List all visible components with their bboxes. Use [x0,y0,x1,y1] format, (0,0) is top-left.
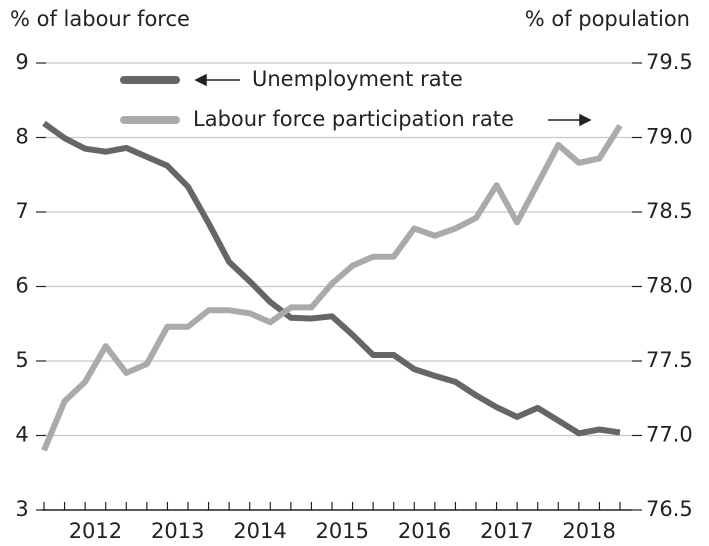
y-tick-label: 8 [15,125,28,149]
y2-tick-label: 76.5 [646,497,693,521]
y2-axis-label: % of population [525,7,690,31]
y2-tick-label: 77.0 [646,423,693,447]
series-line [42,120,621,437]
x-tick-label: 2016 [398,519,451,543]
legend-arrow-right [548,113,592,127]
y-tick-label: 9 [15,50,28,74]
legend: Unemployment rate Labour force participat… [120,67,592,131]
x-tick-label: 2017 [480,519,533,543]
series-line [41,124,623,452]
y2-tick-label: 77.5 [646,348,693,372]
y-tick-label: 5 [15,348,28,372]
legend-label: Labour force participation rate [193,107,514,131]
y-tick-label: 6 [15,274,28,298]
x-tick-label: 2018 [562,519,615,543]
legend-label: Unemployment rate [252,67,463,91]
legend-arrow-left [194,73,240,87]
x-tick-label: 2013 [151,519,204,543]
y-tick-label: 7 [15,199,28,223]
y2-tick-label: 79.5 [646,50,693,74]
y2-tick-label: 78.5 [646,199,693,223]
y-axis-label: % of labour force [10,7,190,31]
y-tick-label: 3 [15,497,28,521]
y2-tick-label: 79.0 [646,125,693,149]
y-tick-label: 4 [15,423,28,447]
x-tick-label: 2015 [316,519,369,543]
x-tick-label: 2014 [233,519,286,543]
x-tick-label: 2012 [69,519,122,543]
y2-tick-label: 78.0 [646,274,693,298]
